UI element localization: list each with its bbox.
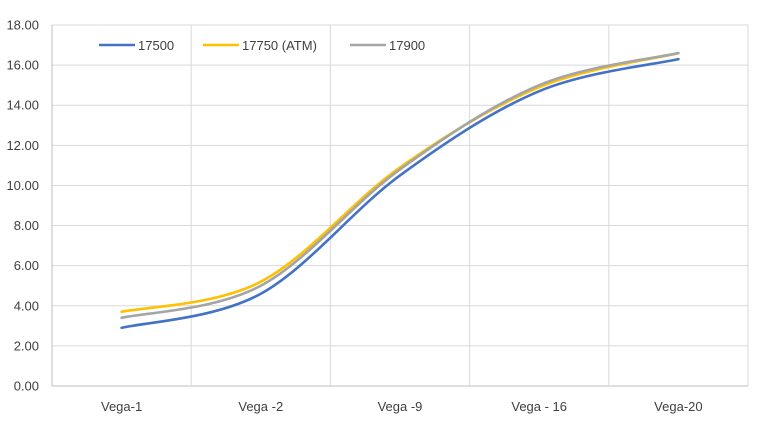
legend-label: 17500 <box>138 38 174 53</box>
y-tick-label: 4.00 <box>14 298 39 313</box>
series-lines <box>120 51 680 330</box>
series-line-17750-atm <box>120 51 680 314</box>
y-tick-label: 14.00 <box>6 98 39 113</box>
y-tick-label: 16.00 <box>6 58 39 73</box>
y-tick-label: 18.00 <box>6 18 39 33</box>
x-tick-label: Vega - 16 <box>511 399 567 414</box>
x-axis-tick-labels: Vega-1 Vega -2 Vega -9 Vega - 16 Vega-20 <box>101 399 703 414</box>
x-tick-label: Vega -9 <box>378 399 423 414</box>
grid <box>51 24 749 387</box>
y-tick-label: 0.00 <box>14 379 39 394</box>
series-line-17500 <box>120 57 680 330</box>
legend-label: 17750 (ATM) <box>242 38 317 53</box>
y-tick-label: 12.00 <box>6 138 39 153</box>
x-tick-label: Vega-1 <box>101 399 142 414</box>
legend: 17500 17750 (ATM) 17900 <box>99 38 425 53</box>
y-tick-label: 6.00 <box>14 258 39 273</box>
legend-label: 17900 <box>389 38 425 53</box>
y-tick-label: 8.00 <box>14 218 39 233</box>
x-tick-label: Vega-20 <box>654 399 702 414</box>
x-tick-label: Vega -2 <box>238 399 283 414</box>
y-tick-label: 10.00 <box>6 178 39 193</box>
y-axis-tick-labels: 0.00 2.00 4.00 6.00 8.00 10.00 12.00 14.00 16.00… <box>6 18 39 394</box>
y-tick-label: 2.00 <box>14 338 39 353</box>
series-line-17900 <box>120 51 680 320</box>
